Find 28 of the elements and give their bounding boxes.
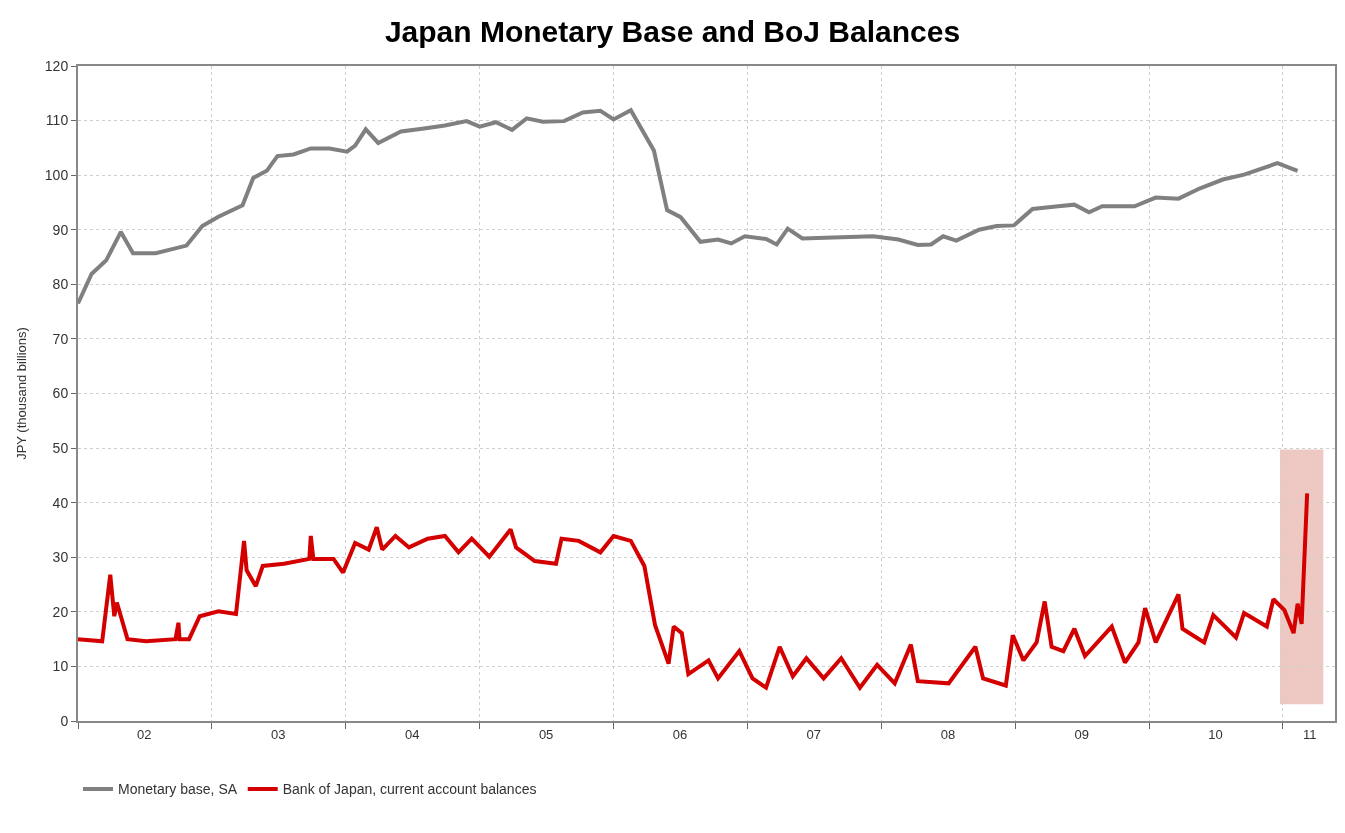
- line-series: [78, 491, 1310, 690]
- y-tick-label: 60: [52, 385, 69, 402]
- y-tick-label: 70: [52, 330, 69, 347]
- y-tick-label: 80: [52, 276, 69, 293]
- y-tick-label: 0: [60, 712, 69, 729]
- y-axis-title: JPY (thousand billions): [14, 327, 30, 460]
- x-tick-label: 02: [137, 726, 152, 742]
- x-tick-label: 06: [672, 726, 688, 742]
- y-tick-label: 110: [45, 112, 69, 129]
- legend-label: Bank of Japan, current account balances: [282, 781, 537, 798]
- x-tick-label: 11: [1302, 726, 1317, 742]
- legend-label: Monetary base, SA: [118, 781, 238, 798]
- x-tick-label: 07: [806, 726, 821, 742]
- y-tick-label: 30: [52, 549, 69, 566]
- y-tick-label: 90: [52, 221, 69, 238]
- x-tick-label: 09: [1074, 726, 1089, 742]
- chart-title: Japan Monetary Base and BoJ Balances: [384, 14, 961, 48]
- y-tick-label: 10: [52, 658, 69, 675]
- y-tick-label: 100: [44, 167, 69, 184]
- y-tick-label: 120: [44, 57, 69, 74]
- x-tick-label: 03: [270, 726, 286, 742]
- y-tick-label: 40: [52, 494, 69, 511]
- x-tick-label: 08: [940, 726, 956, 742]
- x-tick-label: 10: [1208, 726, 1223, 742]
- y-tick-label: 20: [52, 603, 69, 620]
- y-tick-label: 50: [52, 439, 69, 456]
- x-tick-label: 04: [405, 726, 420, 742]
- x-tick-label: 05: [538, 726, 554, 742]
